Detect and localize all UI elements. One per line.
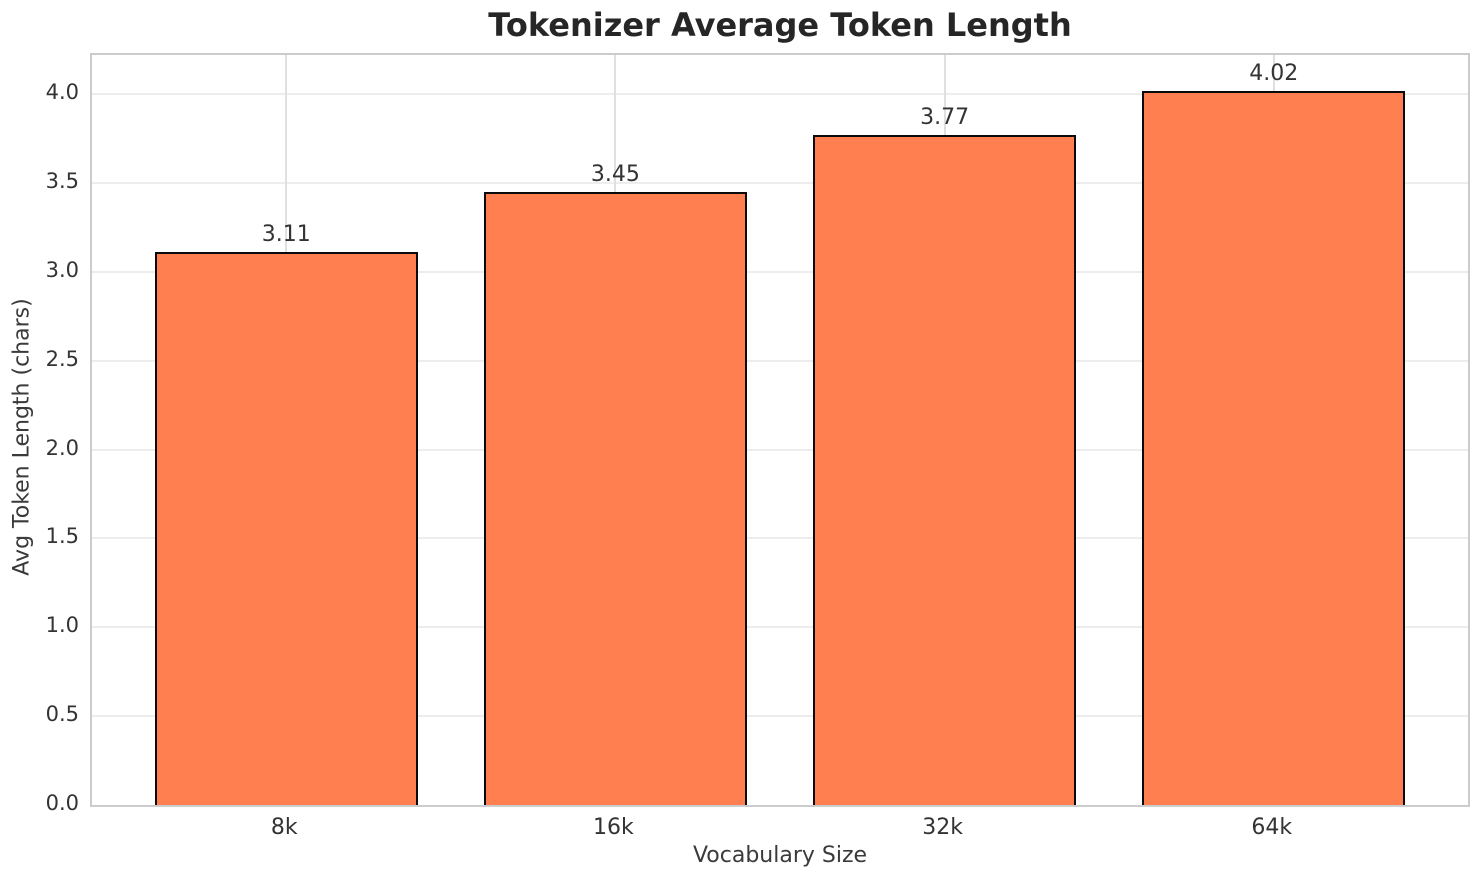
bar-value-label: 4.02 [1249, 60, 1299, 86]
bar-16k [483, 191, 748, 805]
bar-8k [154, 252, 418, 805]
x-tick-label: 8k [270, 815, 298, 840]
y-tick-label: 3.0 [45, 257, 79, 282]
y-tick-label: 0.0 [45, 791, 79, 815]
h-gridline [92, 715, 1468, 718]
y-tick-label: 1.5 [45, 524, 79, 549]
plot-area: 3.11 3.45 3.77 4.02 [90, 53, 1470, 807]
h-gridline [92, 181, 1468, 184]
y-tick-label: 1.0 [45, 613, 79, 638]
y-tick-label: 0.5 [45, 702, 79, 727]
bar-64k [1142, 90, 1406, 805]
x-tick-label: 32k [922, 815, 963, 840]
h-gridline [92, 448, 1468, 451]
h-gridline [92, 537, 1468, 540]
y-tick-label: 2.5 [45, 346, 79, 371]
x-axis-label: Vocabulary Size [692, 843, 868, 868]
h-gridline [92, 359, 1468, 362]
bar-value-label: 3.11 [261, 222, 311, 248]
bar-32k [812, 134, 1077, 805]
bar-value-label: 3.77 [920, 104, 970, 130]
chart-title: Tokenizer Average Token Length [488, 6, 1072, 44]
y-tick-label: 2.0 [45, 435, 79, 460]
y-axis-label: Avg Token Length (chars) [9, 298, 35, 576]
y-tick-label: 3.5 [45, 168, 79, 193]
h-gridline [92, 93, 1468, 96]
h-gridline [92, 626, 1468, 629]
h-gridline [92, 270, 1468, 273]
x-tick-label: 64k [1251, 815, 1293, 840]
x-tick-label: 16k [593, 815, 634, 840]
y-tick-label: 4.0 [45, 80, 79, 105]
bar-value-label: 3.45 [590, 161, 640, 187]
